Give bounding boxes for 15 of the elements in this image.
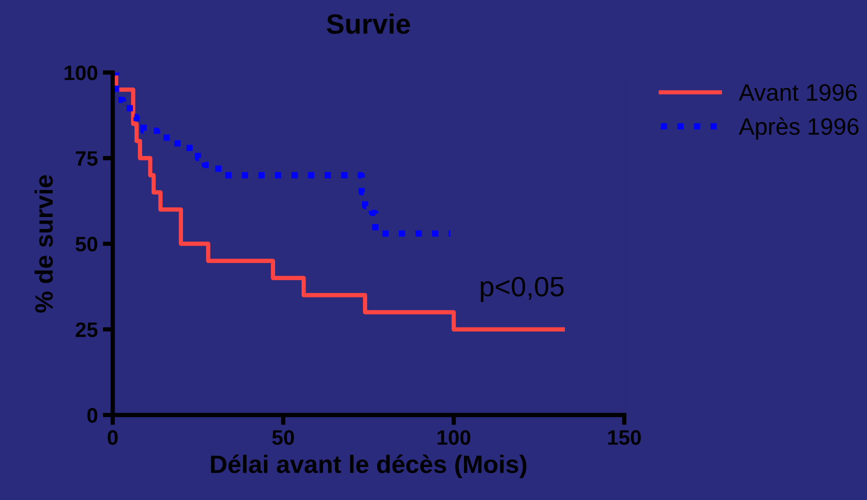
x-tick-label: 0 — [108, 430, 118, 445]
y-tick-label: 25 — [76, 322, 98, 338]
x-axis-title: Délai avant le décès (Mois) — [211, 454, 526, 478]
y-axis-title: % de survie — [34, 175, 53, 313]
annotation: p<0,05 — [480, 276, 564, 302]
y-tick-label: 0 — [87, 408, 98, 423]
legend-label: Après 1996 — [738, 117, 858, 140]
x-tick-label: 100 — [438, 430, 470, 445]
y-tick-label: 75 — [76, 151, 98, 166]
legend-label: Avant 1996 — [738, 84, 857, 101]
y-tick-label: 100 — [64, 66, 98, 80]
x-tick-label: 50 — [272, 430, 294, 445]
x-tick-label: 150 — [608, 430, 641, 445]
chart-title: Survie — [326, 13, 410, 34]
y-tick-label: 50 — [76, 236, 98, 252]
